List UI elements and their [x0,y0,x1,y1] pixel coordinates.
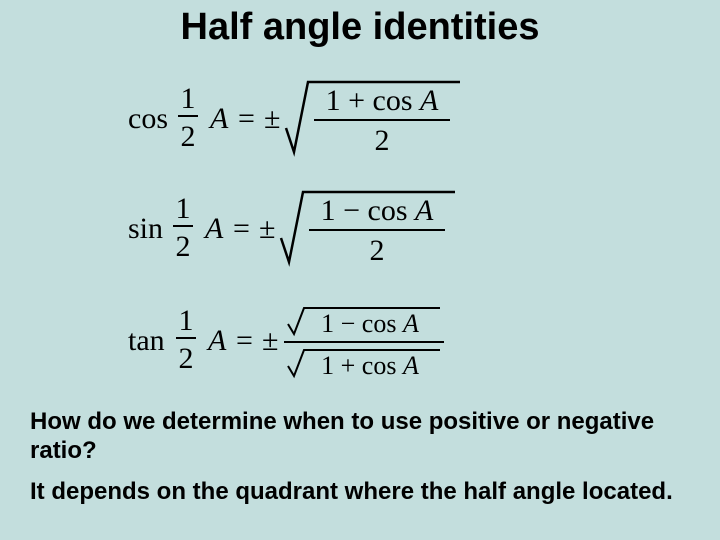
sin-pm: ± [259,212,275,245]
tan-half-den: 2 [179,342,194,375]
sin-num: 1 − cos A [321,194,434,227]
formula-cos: cos 1 2 A = ± 1 + cos A 2 [128,82,460,157]
cos-num: 1 + cos A [326,84,439,117]
cos-half-den: 2 [181,120,196,153]
formula-block: cos 1 2 A = ± 1 + cos A 2 [128,68,598,408]
tan-half-num: 1 [179,304,194,337]
formula-sin: sin 1 2 A = ± 1 − cos A 2 [128,192,455,267]
tan-den: 1 + cos A [321,351,419,380]
sin-den: 2 [370,234,385,267]
slide-title: Half angle identities [0,6,720,49]
cos-arg: A [208,102,229,135]
tan-eq: = [236,324,253,357]
tan-pm: ± [262,324,278,357]
formulas-svg: cos 1 2 A = ± 1 + cos A 2 [128,68,598,408]
sin-arg: A [203,212,224,245]
answer-text: It depends on the quadrant where the hal… [30,478,690,507]
tan-func: tan [128,324,165,357]
sin-half-den: 2 [176,230,191,263]
tan-num: 1 − cos A [321,309,419,338]
question-text: How do we determine when to use positive… [30,408,690,466]
cos-den: 2 [375,124,390,157]
sin-eq: = [233,212,250,245]
cos-half-num: 1 [181,82,196,115]
formula-tan: tan 1 2 A = ± 1 − cos A 1 + cos A [128,304,444,380]
tan-arg: A [206,324,227,357]
cos-eq: = [238,102,255,135]
sin-half-num: 1 [176,192,191,225]
slide: Half angle identities cos 1 2 A = ± 1 + [0,0,720,540]
sin-func: sin [128,212,163,245]
cos-pm: ± [264,102,280,135]
cos-func: cos [128,102,168,135]
